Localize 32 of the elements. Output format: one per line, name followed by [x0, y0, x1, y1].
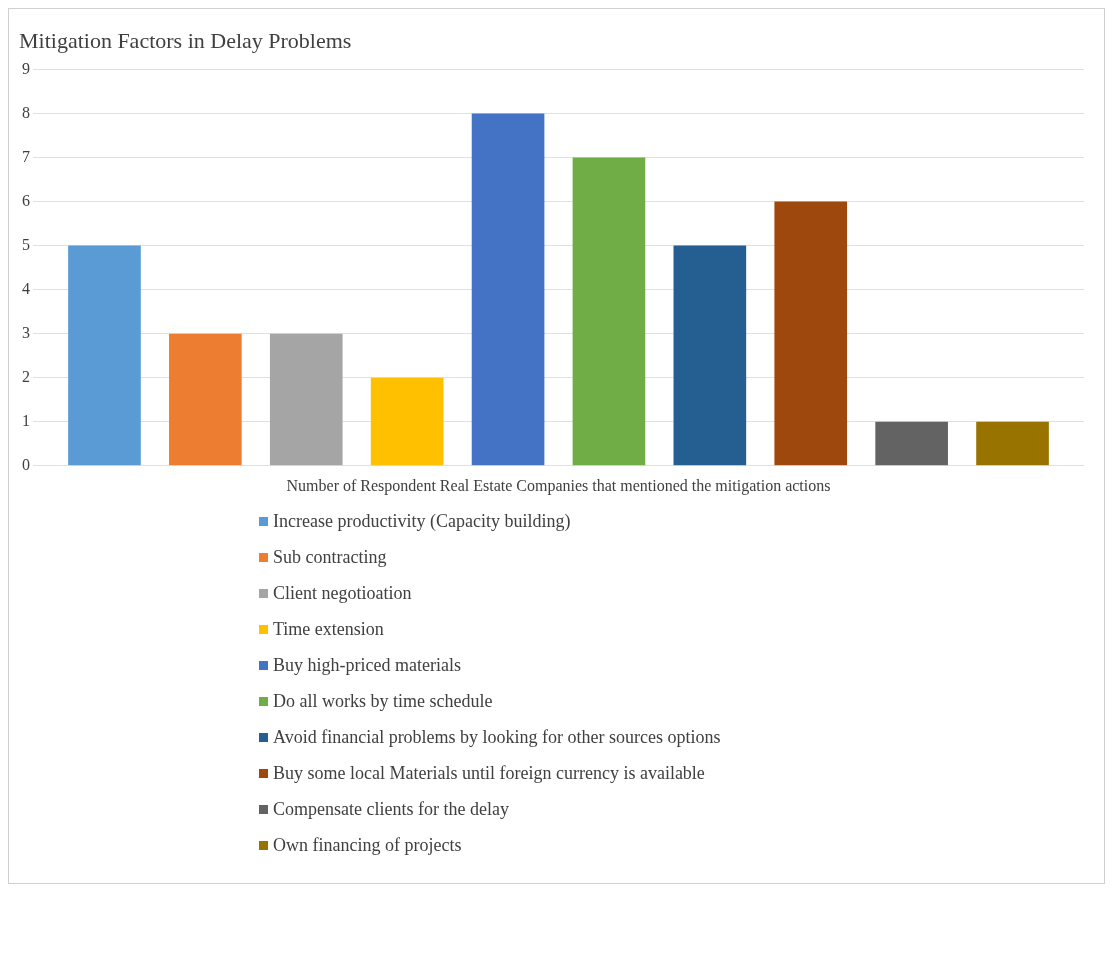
bar — [572, 157, 646, 466]
legend-label: Sub contracting — [273, 546, 387, 568]
y-tick-label: 0 — [22, 456, 30, 473]
y-tick-label: 6 — [22, 191, 30, 209]
y-tick-label: 3 — [22, 323, 30, 341]
y-tick-label: 9 — [22, 59, 30, 77]
legend-label: Time extension — [273, 618, 384, 640]
bar — [269, 333, 343, 466]
legend-label: Avoid financial problems by looking for other sources options — [273, 726, 721, 748]
bar — [875, 421, 948, 466]
legend-label: Buy some local Materials until foreign currency is available — [273, 762, 705, 784]
y-tick-label: 5 — [22, 235, 30, 253]
y-tick-label: 4 — [22, 279, 30, 297]
y-tick-label: 8 — [22, 103, 30, 121]
legend-label: Compensate clients for the delay — [273, 798, 509, 820]
x-tick-label: Number of Respondent Real Estate Companies that mentioned the mitigation actions — [286, 476, 831, 495]
legend-label: Do all works by time schedule — [273, 690, 493, 712]
bar — [673, 245, 747, 466]
bar — [976, 421, 1049, 466]
bar — [169, 333, 242, 466]
y-tick-label: 1 — [22, 411, 30, 429]
bar — [471, 113, 545, 466]
bar — [68, 245, 141, 466]
legend-label: Buy high-priced materials — [273, 654, 461, 676]
legend-label: Own financing of projects — [273, 834, 462, 856]
legend-label: Increase productivity (Capacity building) — [273, 510, 571, 532]
bar — [370, 377, 444, 466]
legend-label: Client negotioation — [273, 582, 412, 604]
bar — [774, 201, 848, 466]
chart-title: Mitigation Factors in Delay Problems — [19, 27, 352, 53]
y-tick-label: 2 — [22, 367, 30, 385]
y-tick-label: 7 — [22, 147, 30, 165]
